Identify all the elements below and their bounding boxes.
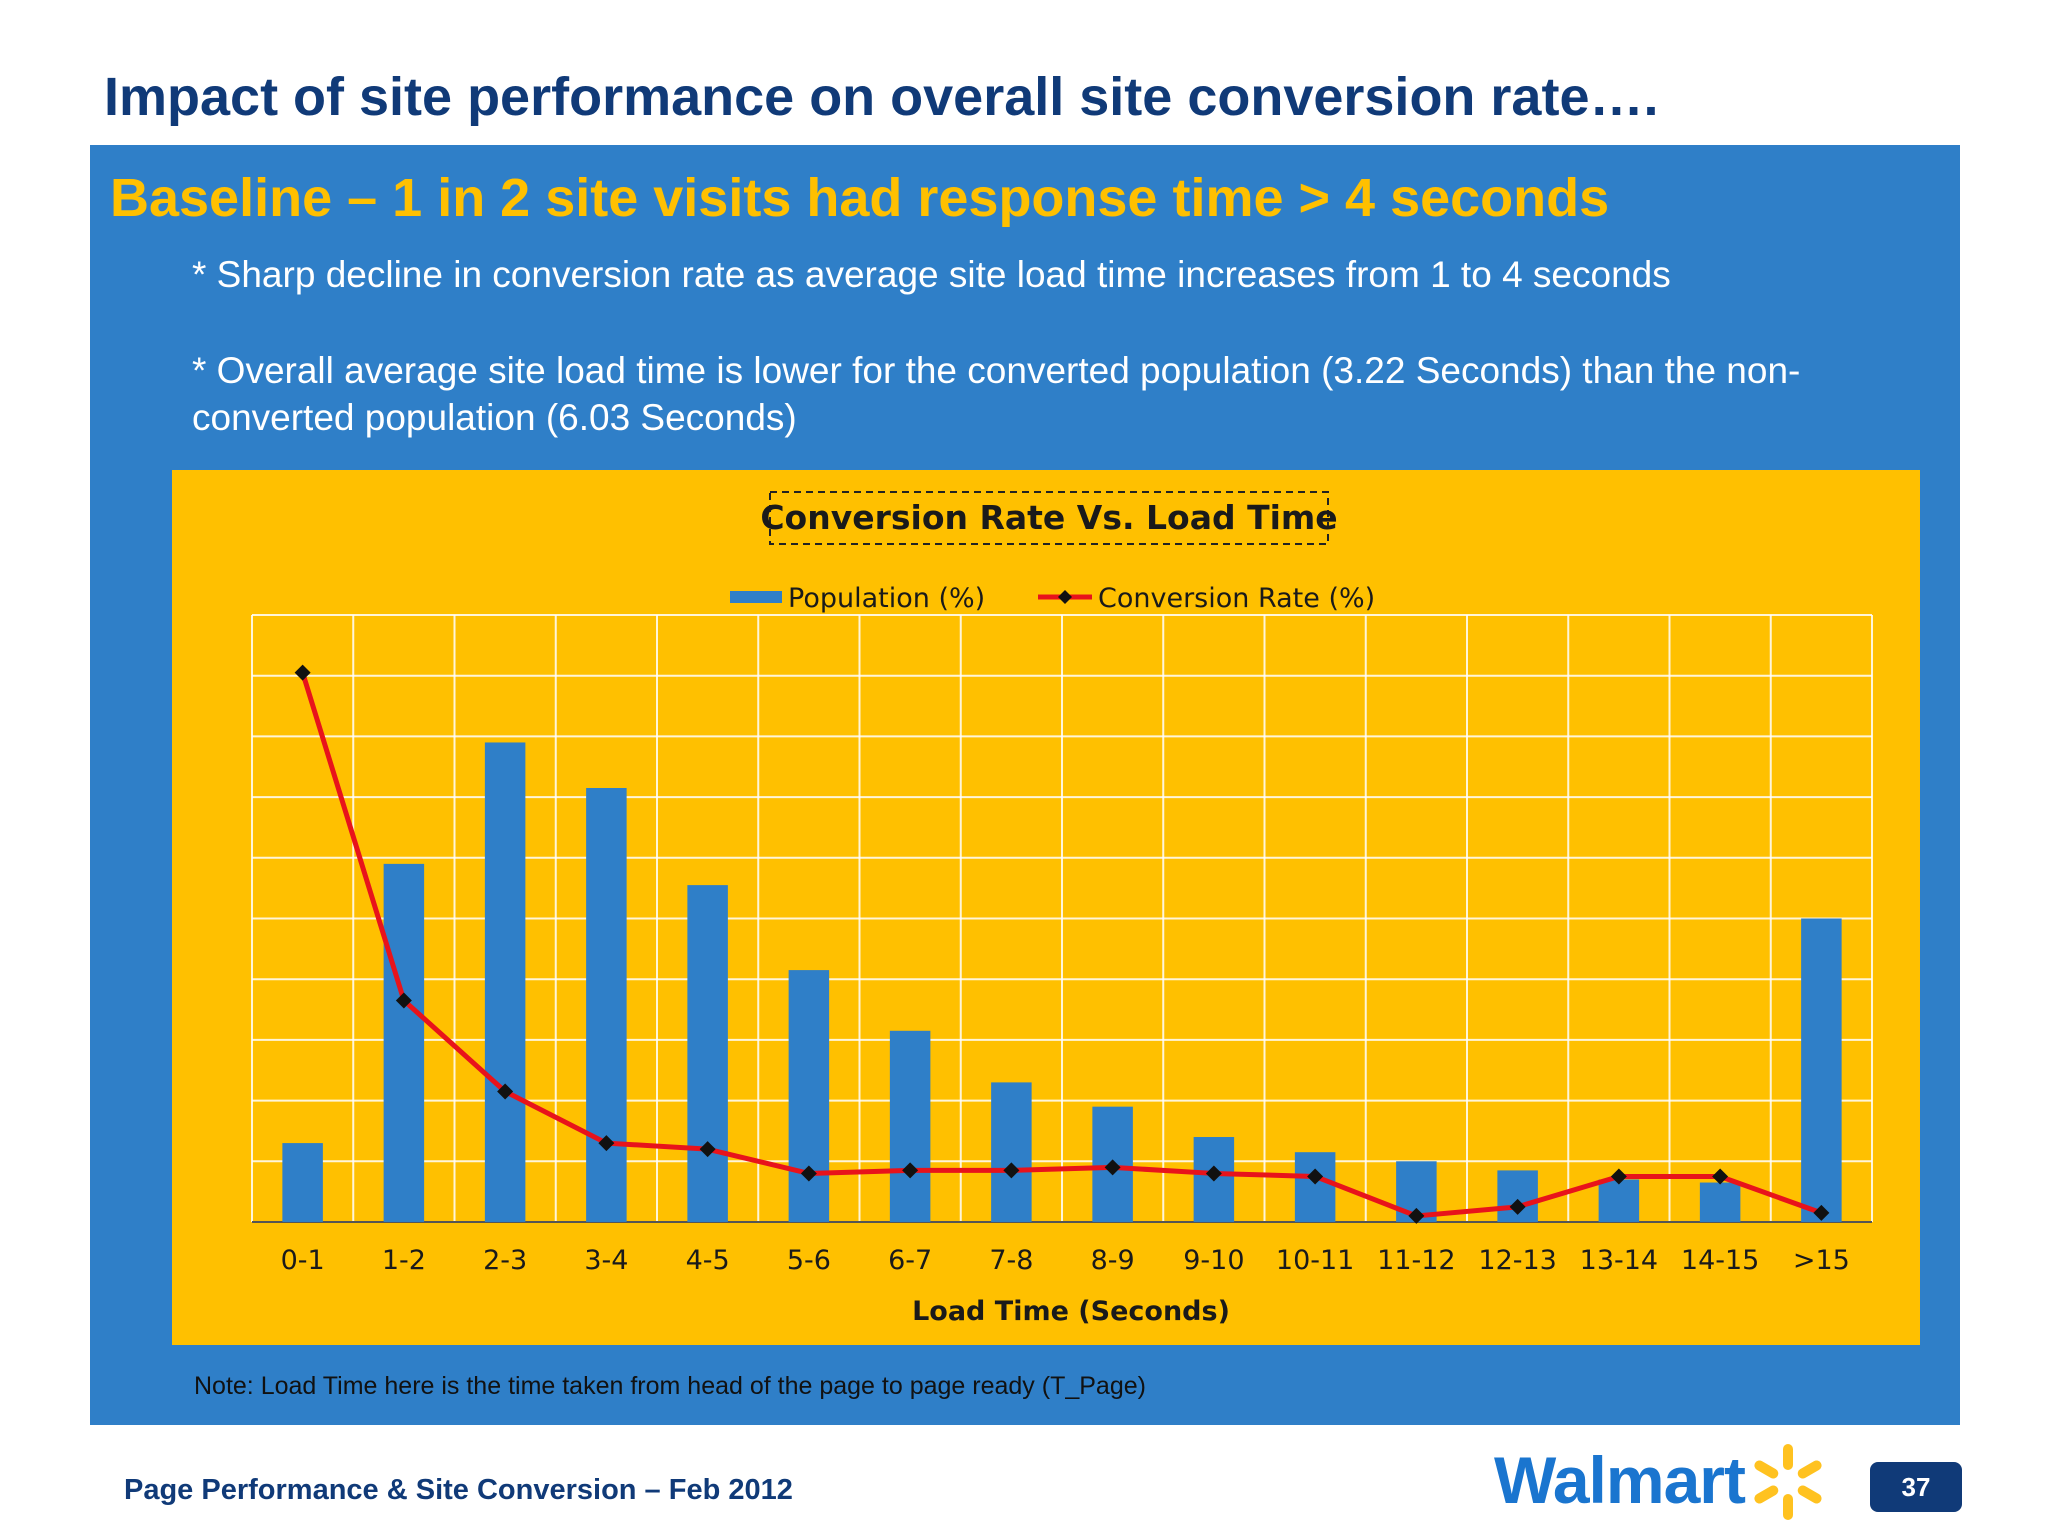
bar-population-6 xyxy=(889,1030,931,1222)
conversion-rate-point-8 xyxy=(1104,1159,1121,1176)
slide-title: Impact of site performance on overall si… xyxy=(104,67,1659,127)
x-tick-label: 4-5 xyxy=(686,1245,730,1276)
bar-population-7 xyxy=(991,1082,1032,1222)
bar-population-15 xyxy=(1801,918,1842,1222)
conversion-rate-point-9 xyxy=(1205,1165,1222,1182)
chart-note: Note: Load Time here is the time taken f… xyxy=(194,1372,1146,1400)
conversion-rate-point-7 xyxy=(1003,1162,1020,1179)
bullet-average-load-time: * Overall average site load time is lowe… xyxy=(192,350,1801,438)
x-tick-label: 2-3 xyxy=(483,1245,527,1276)
legend-population-swatch xyxy=(730,591,782,603)
conversion-rate-point-10 xyxy=(1307,1168,1324,1185)
baseline-heading: Baseline – 1 in 2 site visits had respon… xyxy=(110,168,1610,228)
conversion-rate-point-0 xyxy=(294,664,311,681)
conversion-rate-point-13 xyxy=(1610,1168,1627,1185)
walmart-logo: Walmart xyxy=(1494,1440,1834,1520)
conversion-rate-point-11 xyxy=(1408,1207,1425,1224)
conversion-rate-line xyxy=(300,671,1823,1219)
x-tick-label: 10-11 xyxy=(1276,1245,1354,1276)
content-panel: Baseline – 1 in 2 site visits had respon… xyxy=(90,145,1960,1425)
conversion-rate-point-14 xyxy=(1712,1168,1729,1185)
chart-container: 0-1 1-2 2-3 3-4 4-5 5-6 6-7 7-8 8-9 9-10 10-11 11-1… xyxy=(172,470,1920,1345)
conversion-rate-point-1 xyxy=(395,992,412,1009)
conversion-rate-point-12 xyxy=(1509,1198,1526,1215)
x-tick-label: 3-4 xyxy=(584,1245,628,1276)
x-tick-label: 14-15 xyxy=(1681,1245,1759,1276)
bar-population-3 xyxy=(586,787,627,1222)
bar-population-5 xyxy=(788,970,830,1222)
bar-population-13 xyxy=(1598,1179,1640,1222)
x-tick-label: 7-8 xyxy=(989,1245,1033,1276)
walmart-spark-icon xyxy=(1754,1444,1822,1520)
x-tick-label: 6-7 xyxy=(888,1245,932,1276)
conversion-load-time-chart: 0-1 1-2 2-3 3-4 4-5 5-6 6-7 7-8 8-9 9-10 10-11 11-1… xyxy=(251,491,1873,1327)
conversion-rate-point-6 xyxy=(902,1162,919,1179)
conversion-rate-point-15 xyxy=(1813,1204,1830,1221)
x-tick-label: 13-14 xyxy=(1580,1245,1658,1276)
x-tick-label: 5-6 xyxy=(787,1245,831,1276)
footer-text: Page Performance & Site Conversion – Feb… xyxy=(124,1474,793,1506)
x-tick-label: 12-13 xyxy=(1478,1245,1556,1276)
bullet-load-time-decline: * Sharp decline in conversion rate as av… xyxy=(192,254,1671,295)
conversion-rate-point-3 xyxy=(598,1135,615,1152)
chart-title-frame xyxy=(769,491,1329,545)
legend-conversion-marker xyxy=(1058,590,1072,604)
x-tick-label: 1-2 xyxy=(382,1245,426,1276)
bar-population-2 xyxy=(484,742,526,1222)
bar-population-14 xyxy=(1699,1182,1741,1222)
x-tick-label: 9-10 xyxy=(1183,1245,1244,1276)
legend-population-label: Population (%) xyxy=(788,583,985,614)
page-number-badge: 37 xyxy=(1870,1462,1962,1512)
conversion-rate-point-4 xyxy=(699,1141,716,1158)
x-tick-label: 0-1 xyxy=(281,1245,325,1276)
conversion-rate-point-2 xyxy=(497,1083,514,1100)
legend-conversion-label: Conversion Rate (%) xyxy=(1098,583,1375,614)
conversion-rate-point-5 xyxy=(800,1165,817,1182)
walmart-wordmark: Walmart xyxy=(1494,1443,1746,1517)
x-axis-label: Load Time (Seconds) xyxy=(912,1296,1230,1327)
x-tick-label: 8-9 xyxy=(1091,1245,1135,1276)
bar-population-0 xyxy=(282,1143,323,1222)
chart-title: Conversion Rate Vs. Load Time xyxy=(760,498,1337,537)
bar-population-4 xyxy=(687,885,728,1222)
x-tick-label: >15 xyxy=(1793,1245,1850,1276)
x-tick-label: 11-12 xyxy=(1377,1245,1455,1276)
bar-population-10 xyxy=(1294,1152,1336,1222)
bar-population-1 xyxy=(383,863,425,1222)
